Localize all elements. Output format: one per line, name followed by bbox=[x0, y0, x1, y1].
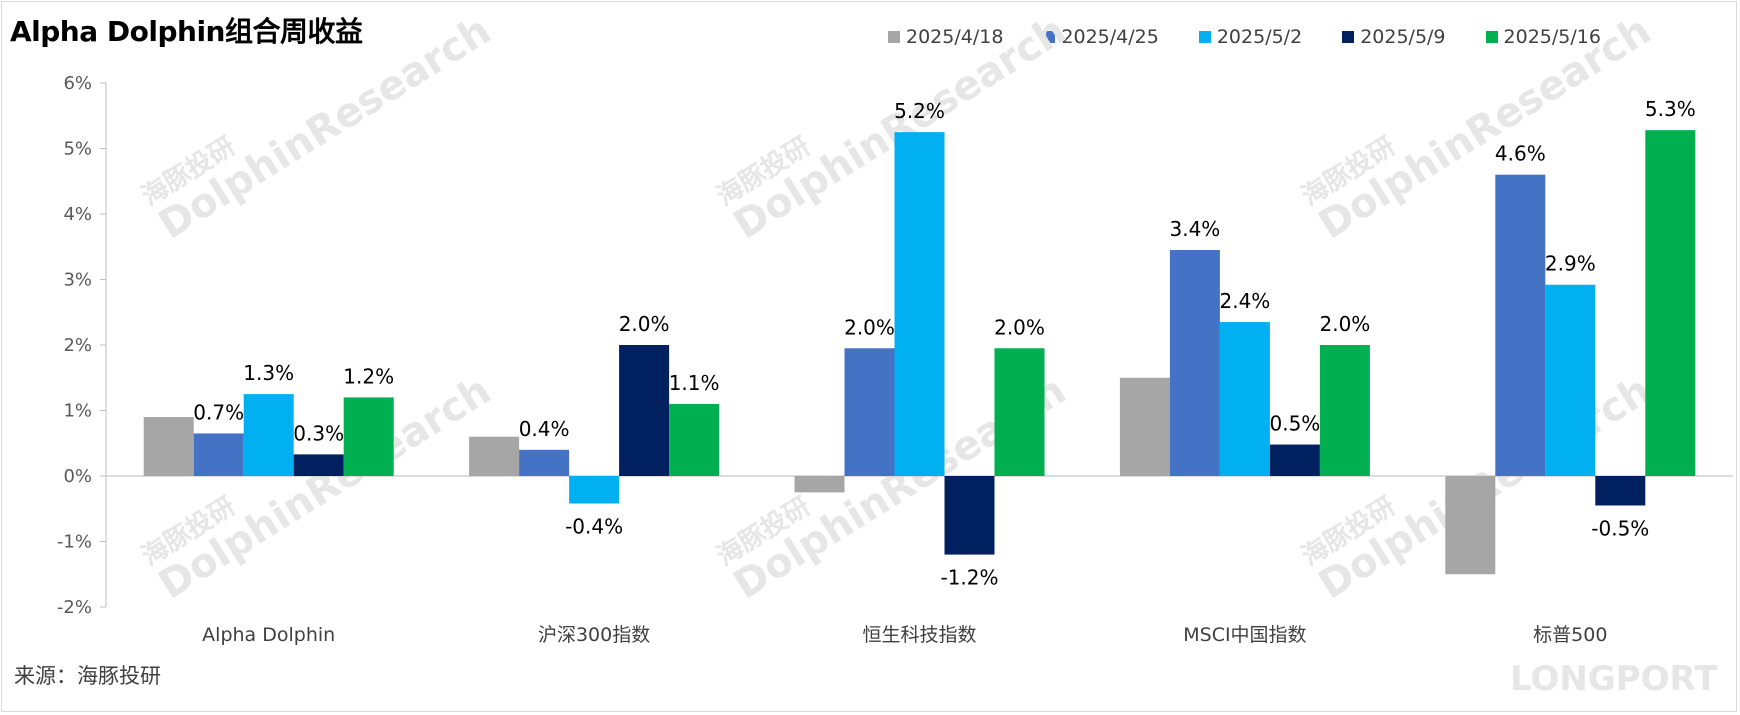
bar bbox=[293, 454, 344, 476]
y-tick-label: 0% bbox=[63, 466, 92, 487]
category-label: MSCI中国指数 bbox=[1183, 624, 1306, 646]
data-label: -0.5% bbox=[1591, 516, 1649, 540]
data-label: -0.4% bbox=[565, 515, 623, 539]
bar bbox=[569, 476, 620, 504]
watermark-en: DolphinResearch bbox=[151, 7, 499, 248]
category-label: 沪深300指数 bbox=[538, 624, 650, 646]
legend-swatch bbox=[1342, 31, 1355, 43]
data-label: 0.3% bbox=[293, 421, 344, 445]
watermark-en: DolphinResearch bbox=[1311, 7, 1659, 248]
data-label: 2.0% bbox=[619, 312, 670, 336]
bar bbox=[1545, 284, 1596, 476]
bar bbox=[994, 348, 1045, 476]
bar bbox=[343, 397, 394, 476]
bar bbox=[1445, 476, 1496, 575]
chart-title: Alpha Dolphin组合周收益 bbox=[10, 15, 363, 48]
bar bbox=[944, 476, 995, 555]
bar bbox=[469, 436, 520, 476]
legend-item-2: 2025/5/2 bbox=[1198, 26, 1303, 48]
y-tick-label: -2% bbox=[57, 597, 92, 618]
legend-swatch bbox=[1485, 31, 1498, 43]
legend-item-3: 2025/5/9 bbox=[1342, 26, 1446, 48]
y-tick-label: 1% bbox=[63, 401, 92, 422]
legend-label: 2025/4/25 bbox=[1061, 26, 1159, 48]
data-label: 0.7% bbox=[193, 400, 244, 424]
bar bbox=[519, 449, 570, 476]
category-label: 恒生科技指数 bbox=[862, 624, 976, 646]
data-label: 1.2% bbox=[343, 364, 394, 388]
data-label: 4.6% bbox=[1495, 142, 1546, 166]
data-label: 0.5% bbox=[1269, 412, 1320, 436]
bar bbox=[669, 403, 720, 476]
data-label: 2.4% bbox=[1219, 289, 1270, 313]
bar bbox=[1219, 322, 1270, 476]
bar bbox=[1495, 174, 1546, 476]
y-tick-label: 4% bbox=[63, 204, 92, 225]
bar bbox=[243, 394, 294, 476]
bar bbox=[1269, 444, 1320, 476]
y-tick-label: -1% bbox=[57, 532, 92, 553]
data-label: 1.3% bbox=[243, 361, 294, 385]
legend-item-1: 2025/4/25 bbox=[1043, 26, 1159, 48]
source-note: 来源：海豚投研 bbox=[14, 664, 161, 688]
data-label: 1.1% bbox=[669, 371, 720, 395]
bar bbox=[1169, 250, 1220, 476]
bar bbox=[619, 345, 670, 476]
bar bbox=[143, 417, 194, 476]
bar bbox=[1645, 130, 1696, 476]
bar bbox=[1595, 476, 1646, 506]
legend-swatch bbox=[1198, 31, 1211, 43]
watermark-brand: LONGPORT bbox=[1510, 659, 1718, 699]
legend-label: 2025/5/2 bbox=[1216, 26, 1303, 48]
legend-swatch bbox=[1043, 31, 1056, 43]
legend-swatch bbox=[888, 31, 900, 43]
data-label: 0.4% bbox=[519, 417, 570, 441]
legend-label: 2025/5/9 bbox=[1360, 26, 1446, 48]
data-label: -1.2% bbox=[940, 566, 998, 590]
bar bbox=[794, 476, 845, 493]
category-label: 标普500 bbox=[1533, 624, 1607, 646]
legend-label: 2025/4/18 bbox=[906, 26, 1004, 48]
data-label: 5.2% bbox=[894, 99, 945, 123]
legend-item-4: 2025/5/16 bbox=[1485, 26, 1601, 48]
y-tick-label: 3% bbox=[63, 270, 92, 291]
data-label: 2.0% bbox=[1319, 312, 1370, 336]
data-label: 5.3% bbox=[1645, 97, 1696, 121]
chart-legend: 2025/4/18 2025/4/25 2025/5/2 2025/5/9 2025/5… bbox=[888, 26, 1641, 48]
y-tick-label: 6% bbox=[63, 73, 92, 94]
y-tick-label: 2% bbox=[63, 335, 92, 356]
bar bbox=[193, 433, 244, 476]
data-label: 2.9% bbox=[1545, 252, 1596, 276]
legend-label: 2025/5/16 bbox=[1503, 26, 1601, 48]
bar bbox=[1119, 377, 1170, 476]
legend-item-0: 2025/4/18 bbox=[888, 26, 1003, 48]
bar bbox=[894, 132, 945, 476]
data-label: 2.0% bbox=[844, 315, 895, 339]
bar bbox=[844, 348, 895, 476]
data-label: 3.4% bbox=[1169, 217, 1220, 241]
bar bbox=[1319, 345, 1370, 476]
data-label: 2.0% bbox=[994, 315, 1045, 339]
y-tick-label: 5% bbox=[63, 139, 92, 160]
category-label: Alpha Dolphin bbox=[202, 624, 335, 646]
